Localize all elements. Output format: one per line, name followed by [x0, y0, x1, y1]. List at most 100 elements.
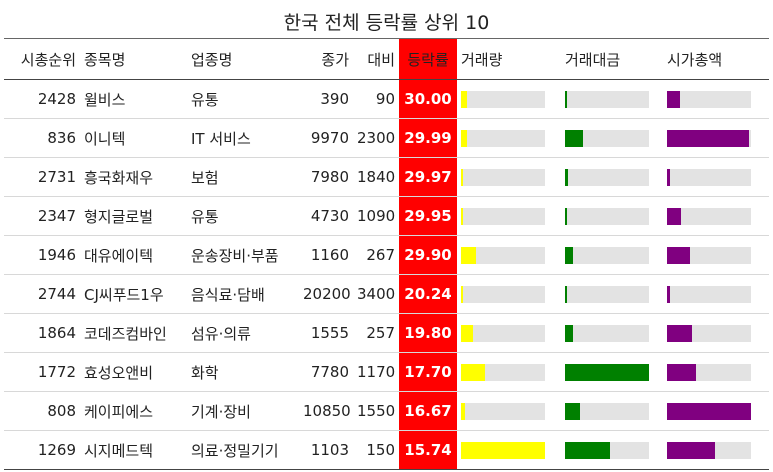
- market-cap-bar-cell: [663, 158, 769, 197]
- volume-bar: [461, 207, 463, 225]
- close-price-cell: 4730: [310, 207, 349, 225]
- market-cap-bar-track: [667, 324, 751, 342]
- table-body: 2428 윌비스 유통 390 90 30.00 836 이니텍 IT 서비스 9970 2300 2…: [4, 79, 769, 470]
- market-cap-bar-track: [667, 168, 751, 186]
- volume-bar-track: [461, 168, 545, 186]
- market-cap-bar-track: [667, 402, 751, 420]
- market-cap-bar-cell: [663, 119, 769, 158]
- trade-value-bar-track: [565, 246, 649, 264]
- trade-value-bar-cell: [561, 314, 663, 353]
- rank-cell: 1772: [37, 363, 76, 381]
- market-cap-bar-cell: [663, 236, 769, 275]
- volume-bar-track: [461, 246, 545, 264]
- rank-cell: 2347: [37, 207, 76, 225]
- sector-cell: 운송장비·부품: [191, 246, 279, 265]
- market-cap-bar-track: [667, 363, 751, 381]
- volume-bar-cell: [457, 119, 561, 158]
- rank-cell: 2744: [37, 285, 76, 303]
- ranking-table: 시총순위 종목명 업종명 종가 대비 등락률 거래량 거래대금 시가총액 242…: [4, 39, 769, 470]
- trade-value-bar-cell: [561, 119, 663, 158]
- table-row: 2744 CJ씨푸드1우 음식료·담배 20200 3400 20.24: [4, 274, 769, 314]
- market-cap-bar-track: [667, 90, 751, 108]
- volume-bar-cell: [457, 353, 561, 392]
- volume-bar-track: [461, 363, 545, 381]
- volume-bar: [461, 363, 485, 381]
- header-volume: 거래량: [461, 50, 503, 69]
- volume-bar-track: [461, 207, 545, 225]
- trade-value-bar: [565, 324, 574, 342]
- trade-value-bar: [565, 246, 574, 264]
- trade-value-bar: [565, 129, 584, 147]
- sector-cell: 기계·장비: [191, 402, 251, 421]
- trade-value-bar-track: [565, 285, 649, 303]
- trade-value-bar-track: [565, 90, 649, 108]
- change-rate-cell: 29.90: [399, 235, 457, 275]
- trade-value-bar: [565, 363, 649, 381]
- table-row: 1946 대유에이텍 운송장비·부품 1160 267 29.90: [4, 235, 769, 275]
- close-price-cell: 1103: [310, 441, 349, 459]
- volume-bar: [461, 402, 466, 420]
- change-rate-cell: 30.00: [399, 79, 457, 119]
- header-rate: 등락률: [399, 39, 457, 80]
- table-row: 2347 형지글로벌 유통 4730 1090 29.95: [4, 196, 769, 236]
- close-price-cell: 10850: [303, 402, 351, 420]
- volume-bar-cell: [457, 431, 561, 470]
- volume-bar-cell: [457, 275, 561, 314]
- trade-value-bar-cell: [561, 392, 663, 431]
- change-cell: 2300: [357, 129, 396, 147]
- market-cap-bar-track: [667, 285, 751, 303]
- rank-cell: 2428: [37, 90, 76, 108]
- stock-name-cell: 시지메드텍: [84, 441, 154, 460]
- close-price-cell: 20200: [303, 285, 351, 303]
- trade-value-bar: [565, 285, 567, 303]
- sector-cell: 보험: [191, 168, 219, 187]
- stock-name-cell: 이니텍: [84, 129, 126, 148]
- close-price-cell: 9970: [310, 129, 349, 147]
- change-cell: 1840: [357, 168, 396, 186]
- market-cap-bar-cell: [663, 275, 769, 314]
- header-market-cap: 시가총액: [667, 50, 723, 69]
- change-cell: 90: [375, 90, 395, 108]
- trade-value-bar-cell: [561, 80, 663, 119]
- header-rank: 시총순위: [20, 50, 76, 69]
- stock-name-cell: 형지글로벌: [84, 207, 154, 226]
- header-row: 시총순위 종목명 업종명 종가 대비 등락률 거래량 거래대금 시가총액: [4, 39, 769, 80]
- market-cap-bar: [667, 129, 750, 147]
- stock-name-cell: 윌비스: [84, 90, 126, 109]
- volume-bar-track: [461, 402, 545, 420]
- table-row: 1772 효성오앤비 화학 7780 1170 17.70: [4, 352, 769, 392]
- market-cap-bar-cell: [663, 314, 769, 353]
- stock-name-cell: 케이피에스: [84, 402, 154, 421]
- market-cap-bar-track: [667, 246, 751, 264]
- trade-value-bar: [565, 402, 581, 420]
- rank-cell: 1864: [37, 324, 76, 342]
- market-cap-bar-cell: [663, 431, 769, 470]
- rank-cell: 1946: [37, 246, 76, 264]
- volume-bar: [461, 246, 477, 264]
- trade-value-bar-track: [565, 402, 649, 420]
- rank-cell: 836: [47, 129, 76, 147]
- header-change: 대비: [367, 50, 395, 69]
- stock-name-cell: 효성오앤비: [84, 363, 154, 382]
- stock-name-cell: CJ씨푸드1우: [84, 285, 164, 304]
- change-cell: 267: [366, 246, 395, 264]
- volume-bar: [461, 324, 473, 342]
- change-rate-cell: 19.80: [399, 313, 457, 353]
- trade-value-bar-track: [565, 129, 649, 147]
- volume-bar-track: [461, 324, 545, 342]
- market-cap-bar-cell: [663, 80, 769, 119]
- trade-value-bar: [565, 441, 611, 459]
- sector-cell: 화학: [191, 363, 219, 382]
- stock-name-cell: 대유에이텍: [84, 246, 154, 265]
- market-cap-bar-cell: [663, 197, 769, 236]
- stock-name-cell: 코데즈컴바인: [84, 324, 167, 343]
- header-close: 종가: [321, 50, 349, 69]
- volume-bar-track: [461, 129, 545, 147]
- volume-bar: [461, 90, 467, 108]
- trade-value-bar-track: [565, 168, 649, 186]
- rank-cell: 2731: [37, 168, 76, 186]
- market-cap-bar: [667, 324, 693, 342]
- trade-value-bar-track: [565, 441, 649, 459]
- change-rate-cell: 29.99: [399, 118, 457, 158]
